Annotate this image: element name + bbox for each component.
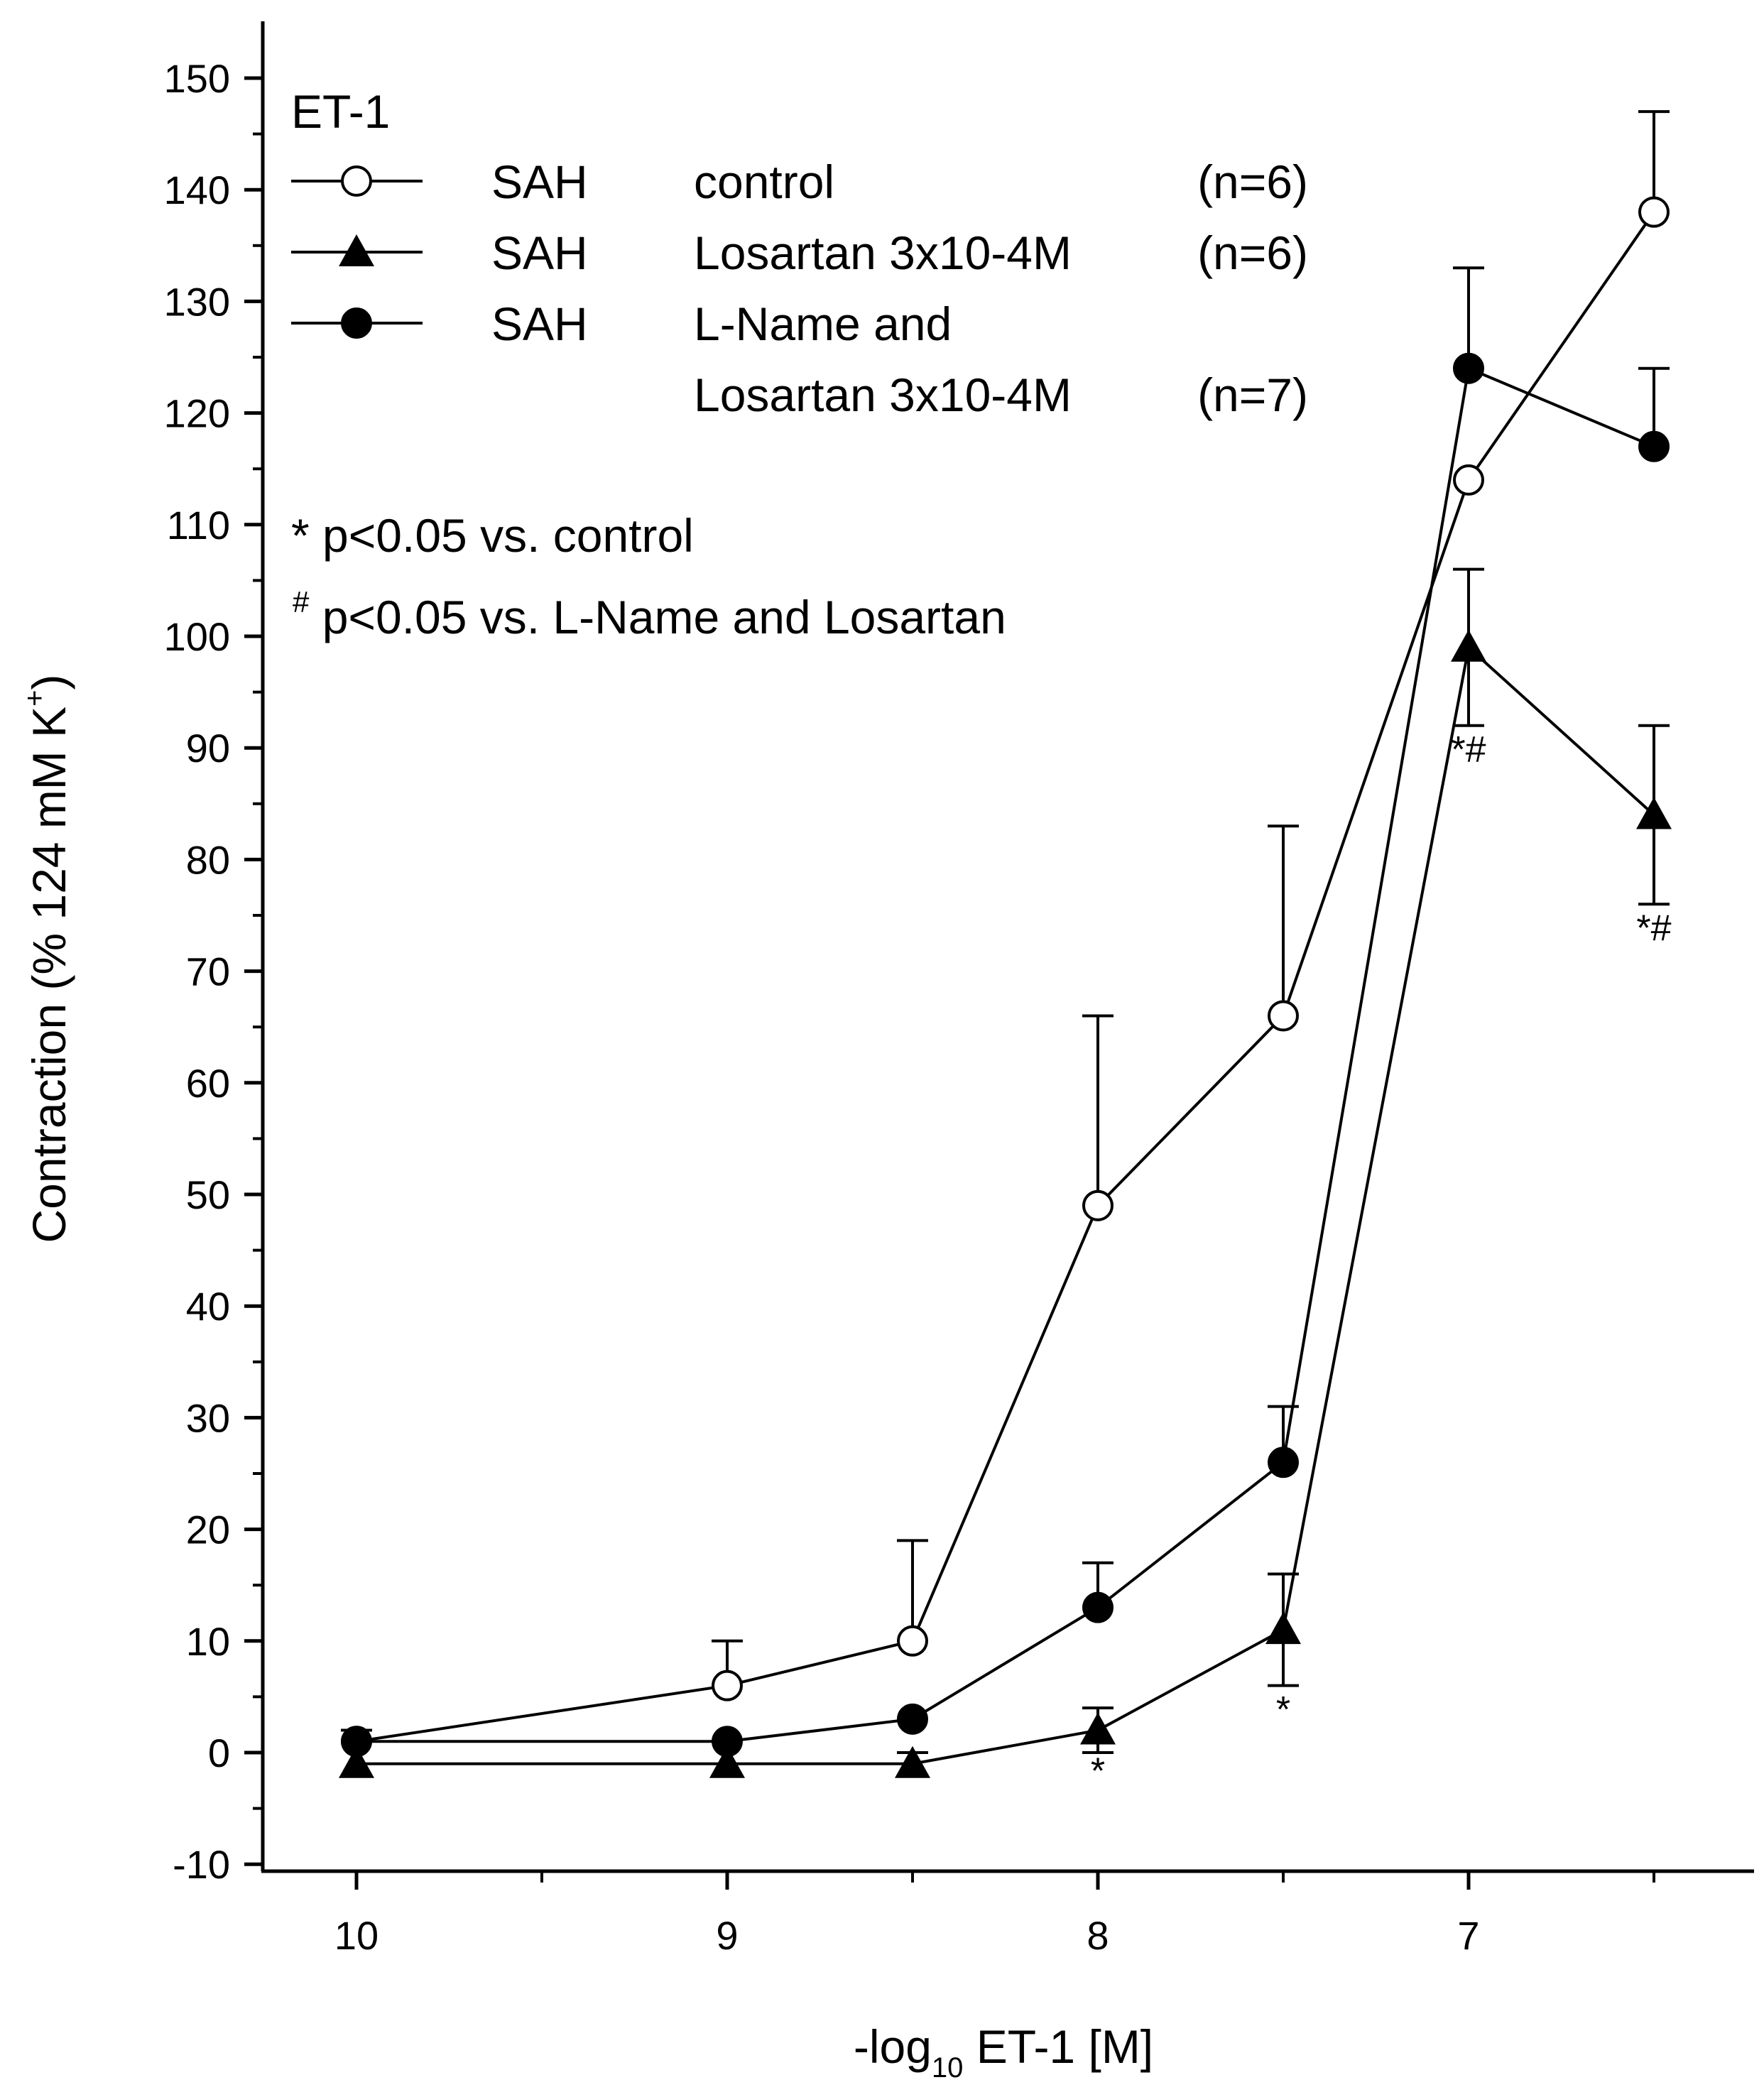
- y-tick-label: 110: [167, 503, 230, 548]
- legend-n-label: (n=6): [1197, 156, 1308, 208]
- y-tick-label: 140: [164, 168, 230, 212]
- y-tick-label: 100: [164, 614, 230, 659]
- legend-item-control: SAH control (n=6): [291, 156, 1308, 208]
- y-tick-label: 150: [164, 56, 230, 101]
- legend-item-lname_losartan: SAH L-Name and Losartan 3x10-4M (n=7): [291, 298, 1308, 421]
- data-point-control: [1082, 1189, 1114, 1221]
- series-line-control: [356, 211, 1655, 1743]
- data-point-losartan: [339, 1745, 374, 1778]
- annotation-control: * p<0.05 vs. control: [291, 509, 694, 562]
- significance-mark: *#: [1636, 908, 1671, 949]
- series-losartan: [339, 567, 1672, 1778]
- legend-n-label: (n=6): [1197, 227, 1308, 279]
- data-point-control: [1638, 196, 1670, 228]
- data-point-control: [712, 1670, 743, 1701]
- legend-group-label: SAH: [491, 227, 588, 279]
- data-point-lname_losartan: [1638, 430, 1670, 462]
- y-tick-label: 40: [186, 1284, 230, 1329]
- legend-series-name-line2: Losartan 3x10-4M: [694, 369, 1072, 421]
- x-axis-label-prefix: -log: [854, 2020, 932, 2073]
- x-tick-label: 10: [334, 1913, 379, 1958]
- legend-n-label: (n=7): [1197, 369, 1308, 421]
- data-point-losartan: [1451, 629, 1486, 662]
- legend-series-name: L-Name and: [694, 298, 952, 350]
- data-point-lname_losartan: [712, 1726, 743, 1758]
- legend-marker: [341, 165, 372, 197]
- series-line-losartan: [356, 644, 1655, 1765]
- y-axis-label-end: ): [23, 675, 75, 690]
- series-control: [341, 110, 1670, 1758]
- annotations: * p<0.05 vs. control # p<0.05 vs. L-Name…: [291, 509, 1006, 643]
- x-axis-label-suffix: ET-1 [M]: [963, 2020, 1153, 2073]
- legend-series-name: Losartan 3x10-4M: [694, 227, 1072, 279]
- significance-layer: * * *# *#: [1091, 729, 1672, 1792]
- legend-group-label: SAH: [491, 156, 588, 208]
- data-point-lname_losartan: [1453, 352, 1484, 384]
- data-point-control: [1453, 464, 1484, 496]
- y-tick-label: 30: [186, 1395, 230, 1440]
- y-tick-label: 10: [186, 1619, 230, 1664]
- data-point-control: [1268, 1000, 1299, 1032]
- legend-item-losartan: SAH Losartan 3x10-4M (n=6): [291, 227, 1308, 279]
- significance-mark: *#: [1451, 729, 1486, 770]
- data-point-losartan: [1080, 1712, 1116, 1745]
- x-ticks-group: 10 9 8 7: [334, 1871, 1655, 1958]
- series-layer: [339, 110, 1672, 1778]
- y-tick-label: 0: [208, 1731, 230, 1775]
- legend-title: ET-1: [291, 85, 390, 138]
- legend-marker: [341, 307, 372, 339]
- data-point-lname_losartan: [341, 1726, 372, 1758]
- y-tick-label: 90: [186, 726, 230, 770]
- y-tick-label: 80: [186, 837, 230, 882]
- legend: ET-1 SAH control (n=6) SAH Losartan 3x10-4M (…: [291, 85, 1308, 421]
- data-point-losartan: [1265, 1612, 1301, 1645]
- data-point-control: [897, 1625, 928, 1657]
- legend-series-name: control: [694, 156, 834, 208]
- data-point-lname_losartan: [1082, 1591, 1114, 1623]
- x-tick-label: 8: [1087, 1913, 1109, 1958]
- significance-mark: *: [1276, 1689, 1290, 1731]
- y-axis-label: Contraction (% 124 mM K+): [19, 675, 75, 1243]
- y-tick-label: 120: [164, 391, 230, 436]
- axes-group: [261, 21, 1754, 1873]
- y-tick-label: -10: [173, 1842, 230, 1887]
- y-ticks-group: -10 0 10 20 30 40 50 60 70 80 90 100 110 120 130 140 150: [164, 56, 263, 1887]
- y-tick-label: 70: [186, 949, 230, 994]
- data-point-losartan: [1636, 797, 1672, 829]
- legend-marker: [339, 234, 374, 266]
- significance-mark: *: [1091, 1751, 1105, 1792]
- y-tick-label: 20: [186, 1508, 230, 1552]
- x-axis-label: -log10 ET-1 [M]: [854, 2020, 1153, 2084]
- x-tick-label: 7: [1457, 1913, 1479, 1958]
- y-tick-label: 130: [164, 279, 230, 324]
- data-point-losartan: [895, 1745, 930, 1778]
- series-line-lname_losartan: [356, 366, 1655, 1743]
- annotation-hash-sup: #: [293, 585, 310, 619]
- y-axis-label-sup: +: [19, 690, 50, 707]
- legend-group-label: SAH: [491, 298, 588, 350]
- annotation-lname-text: p<0.05 vs. L-Name and Losartan: [309, 591, 1006, 643]
- x-axis-label-sub: 10: [932, 2052, 964, 2084]
- x-tick-label: 9: [716, 1913, 738, 1958]
- annotation-lname: # p<0.05 vs. L-Name and Losartan: [293, 585, 1006, 643]
- y-tick-label: 50: [186, 1172, 230, 1217]
- data-point-lname_losartan: [897, 1703, 928, 1735]
- data-point-lname_losartan: [1268, 1447, 1299, 1478]
- y-tick-label: 60: [186, 1061, 230, 1106]
- y-axis-label-main: Contraction (% 124 mM K: [23, 707, 75, 1243]
- data-point-losartan: [709, 1745, 745, 1778]
- series-lname_losartan: [341, 266, 1670, 1758]
